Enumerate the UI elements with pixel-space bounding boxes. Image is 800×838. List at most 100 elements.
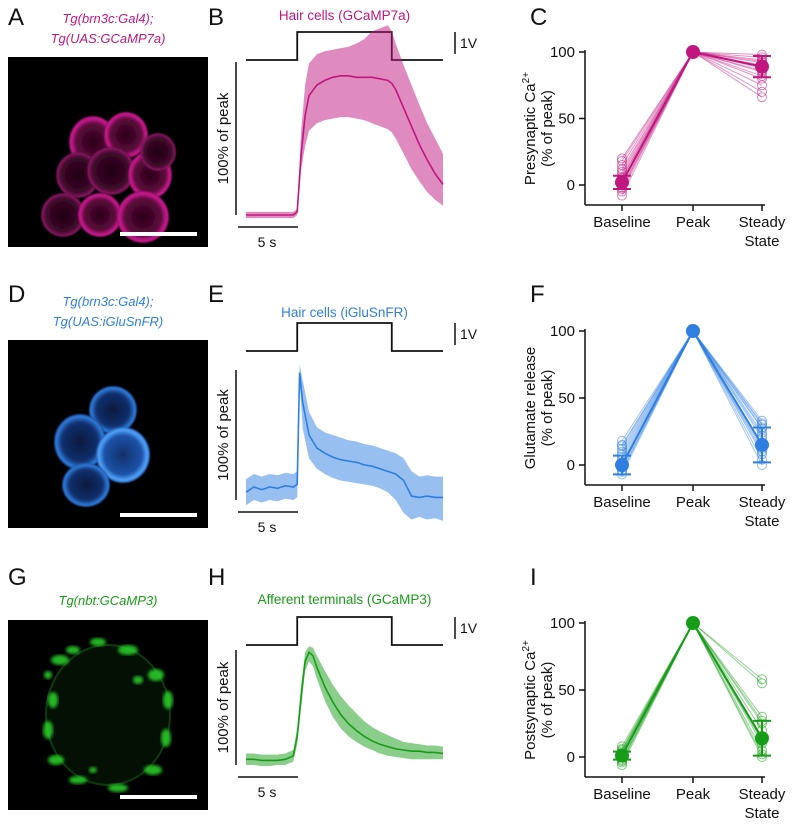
y-tick-label: 100 [550, 323, 575, 340]
scale-bar [120, 232, 197, 236]
afferent-terminal [43, 721, 53, 739]
chart-layer: A B C Tg(brn3c:Gal4); Tg(UAS:GCaMP7a) Hair ce… [8, 4, 786, 822]
trace-title: Hair cells (iGluSnFR) [281, 305, 408, 320]
sem-band [246, 364, 443, 521]
panel-letter: C [530, 4, 547, 31]
trace-title: Afferent terminals (GCaMP3) [258, 592, 432, 607]
individual-line [621, 51, 763, 170]
image-layer [8, 57, 208, 810]
individual-point [617, 153, 627, 164]
x-tick-label: Peak [676, 786, 711, 803]
panel-letter: E [208, 281, 224, 308]
individual-line [621, 51, 763, 186]
amplitude-scale-label: 100% of peak [215, 661, 232, 753]
neuromast-outline [45, 644, 171, 786]
afferent-terminal [118, 645, 138, 655]
sem-band [246, 646, 443, 767]
hair-cell [78, 193, 122, 237]
mean-point [686, 45, 700, 59]
individual-line [621, 51, 763, 190]
individual-line [621, 621, 763, 758]
panel-letter: G [8, 564, 27, 591]
afferent-terminal [48, 692, 58, 708]
individual-point [617, 156, 627, 167]
stimulus-scale-label: 1V [460, 326, 478, 342]
afferent-terminal [51, 655, 69, 665]
transgene-label: Tg(UAS:iGluSnFR) [53, 314, 164, 329]
x-tick-label: Peak [676, 494, 711, 511]
y-tick-label: 0 [567, 749, 575, 766]
transgene-label: Tg(brn3c:Gal4); [62, 11, 153, 26]
afferent-terminal [108, 784, 128, 792]
panel-letter: D [8, 281, 25, 308]
y-axis-label: Postsynaptic Ca2+ [521, 640, 539, 760]
y-tick-label: 100 [550, 615, 575, 632]
mean-point [686, 324, 700, 338]
individual-line [621, 329, 763, 471]
y-tick-label: 50 [558, 682, 575, 699]
individual-point [757, 86, 767, 97]
individual-line [621, 51, 763, 182]
y-axis-label-text: Glutamate release [522, 347, 539, 470]
individual-point [617, 435, 627, 446]
y-axis-label-text: Presynaptic Ca [522, 83, 539, 185]
x-tick-label: Baseline [593, 786, 651, 803]
hair-cell [104, 112, 148, 158]
individual-point [617, 190, 627, 201]
afferent-terminal [133, 676, 143, 684]
x-tick-label: Steady [739, 494, 786, 511]
scale-bar [120, 795, 197, 799]
individual-point [757, 674, 767, 685]
hair-cell [54, 414, 106, 470]
afferent-terminal [163, 691, 173, 709]
sem-band [246, 25, 443, 219]
individual-line [621, 622, 763, 751]
individual-line [621, 621, 763, 766]
y-axis-label-superscript: 2+ [521, 72, 532, 84]
mean-trace [246, 75, 444, 216]
x-tick-label: Baseline [593, 214, 651, 231]
afferent-terminal [90, 638, 106, 646]
hair-cell [87, 147, 135, 195]
x-tick-label: State [744, 805, 779, 822]
micrograph-green-afferent-terminals [8, 620, 208, 810]
mean-trace [245, 372, 443, 499]
individual-line [621, 622, 763, 750]
amplitude-scale-label: 100% of peak [215, 92, 232, 184]
individual-line [621, 622, 763, 754]
mean-point [615, 458, 629, 472]
time-scale-label: 5 s [258, 519, 277, 535]
panel-letter: F [530, 281, 545, 308]
y-tick-label: 50 [558, 390, 575, 407]
x-tick-label: State [744, 233, 779, 250]
individual-line [621, 622, 763, 747]
scale-bar [120, 513, 197, 517]
individual-point [757, 92, 767, 103]
afferent-terminal [148, 669, 164, 681]
time-scale-label: 5 s [258, 234, 277, 250]
x-tick-label: Peak [676, 214, 711, 231]
y-axis-label: (% of peak) [539, 90, 556, 167]
panel-letter: H [208, 564, 225, 591]
micrograph-blue-hair-cell-cluster [8, 340, 208, 528]
stimulus-scale-label: 1V [460, 620, 478, 636]
mean-point [615, 175, 629, 190]
y-axis-label-text: Postsynaptic Ca [522, 651, 539, 760]
y-axis-label: Presynaptic Ca2+ [521, 72, 539, 185]
mean-point [686, 616, 700, 630]
mean-point [615, 748, 629, 763]
y-axis-label: (% of peak) [539, 370, 556, 447]
panel-letter: B [208, 4, 224, 31]
x-tick-label: State [744, 513, 779, 530]
y-tick-label: 50 [558, 111, 575, 128]
individual-line [621, 51, 763, 188]
hair-cell [117, 191, 169, 243]
transgene-label: Tg(brn3c:Gal4); [62, 294, 153, 309]
trace-title: Hair cells (GCaMP7a) [279, 8, 410, 23]
time-scale-label: 5 s [258, 784, 277, 800]
hair-cell [62, 463, 110, 507]
afferent-terminal [66, 646, 80, 654]
y-tick-label: 100 [550, 44, 575, 61]
mean-trace [246, 650, 444, 762]
hair-cell [41, 193, 85, 237]
